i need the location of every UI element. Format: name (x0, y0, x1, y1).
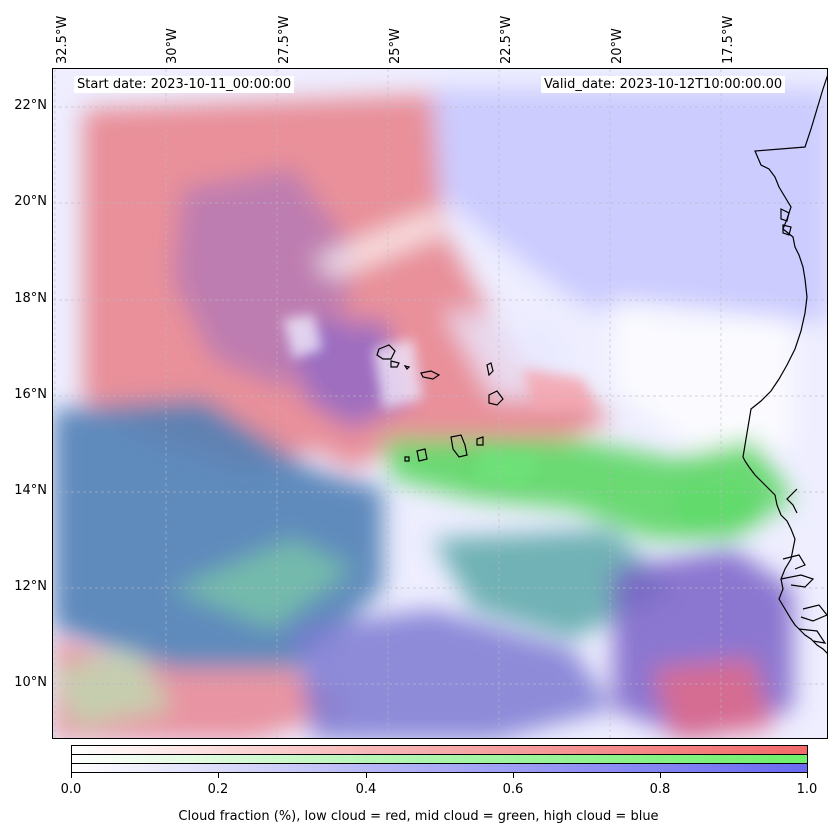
coast-detail-3 (780, 574, 815, 588)
lat-label-14n: 14°N (14, 483, 47, 498)
island-santiago (450, 434, 468, 458)
colorbar-tickmark-1 (218, 773, 219, 778)
lat-label-10n: 10°N (14, 675, 47, 690)
colorbar-tickmark-4 (660, 773, 661, 778)
lon-label-32-5w: 32.5°W (55, 15, 70, 64)
island-maio (476, 436, 484, 446)
colorbar-low-cloud (72, 746, 807, 755)
island-sao-nicolau (420, 370, 441, 380)
lat-label-12n: 12°N (14, 579, 47, 594)
island-santa-luzia (403, 365, 411, 370)
coast-detail-6 (780, 208, 790, 222)
lon-label-22-5w: 22.5°W (499, 15, 514, 64)
coast-detail-5 (798, 628, 827, 644)
africa-coastline (742, 75, 827, 654)
cloud-layers (53, 89, 827, 738)
coastlines (742, 75, 827, 654)
cape-verde-islands (376, 344, 504, 462)
island-sal (486, 362, 494, 377)
colorbar-mid-cloud (72, 755, 807, 764)
colorbar-label: Cloud fraction (%), low cloud = red, mid… (178, 809, 659, 824)
colorbar-tick-0: 0.0 (60, 782, 82, 797)
colorbar-tick-5: 1.0 (796, 782, 818, 797)
colorbar-tickmark-2 (366, 773, 367, 778)
lat-label-22n: 22°N (14, 98, 47, 113)
coast-detail-1 (786, 488, 798, 514)
lon-label-20w: 20°W (610, 28, 625, 64)
lon-label-25w: 25°W (388, 28, 403, 64)
start-date-label: Start date: 2023-10-11_00:00:00 (74, 76, 295, 93)
colorbar-tick-2: 0.4 (355, 782, 377, 797)
coast-detail-7 (782, 224, 792, 236)
lon-label-30w: 30°W (165, 28, 180, 64)
colorbar (71, 745, 808, 773)
colorbar-tick-4: 0.8 (649, 782, 671, 797)
colorbar-tick-1: 0.2 (207, 782, 229, 797)
island-sao-vicente (390, 360, 400, 368)
lat-label-20n: 20°N (14, 194, 47, 209)
colorbar-tick-3: 0.6 (502, 782, 524, 797)
cloud-fraction-map (52, 68, 828, 739)
coast-detail-4 (800, 604, 827, 622)
island-santo-antao (376, 344, 396, 360)
map-canvas (53, 69, 827, 738)
lon-label-27-5w: 27.5°W (277, 15, 292, 64)
coast-detail-2 (782, 554, 806, 570)
lat-label-16n: 16°N (14, 387, 47, 402)
graticule (53, 69, 827, 738)
colorbar-tickmark-0 (71, 773, 72, 778)
island-boa-vista (488, 390, 504, 406)
lat-label-18n: 18°N (14, 291, 47, 306)
colorbar-tickmark-5 (807, 773, 808, 778)
valid-date-label: Valid_date: 2023-10-12T10:00:00.00 (541, 76, 786, 93)
island-fogo (416, 448, 428, 462)
island-brava (404, 456, 410, 462)
colorbar-high-cloud (72, 764, 807, 772)
colorbar-tickmark-3 (513, 773, 514, 778)
lon-label-17-5w: 17.5°W (721, 15, 736, 64)
cloud-detail (283, 314, 753, 524)
